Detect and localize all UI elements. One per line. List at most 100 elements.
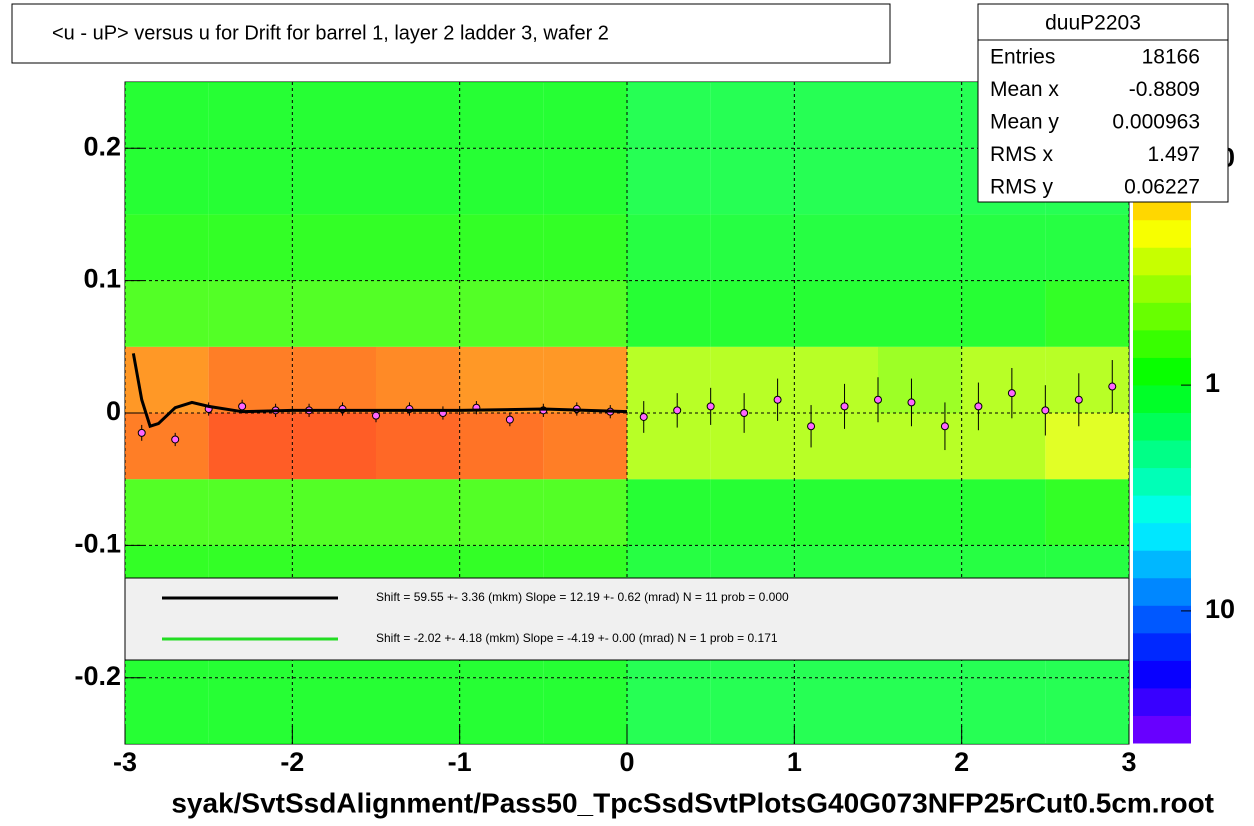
profile-point	[974, 402, 983, 411]
footer-path: syak/SvtSsdAlignment/Pass50_TpcSsdSvtPlo…	[171, 787, 1214, 818]
stats-label: Mean x	[990, 78, 1059, 101]
palette-band	[1133, 687, 1191, 716]
heatmap-cell	[543, 148, 627, 215]
stats-label: RMS y	[990, 176, 1054, 199]
profile-point	[874, 395, 882, 404]
chart-title: <u - uP> versus u for Drift for barrel 1…	[52, 22, 609, 44]
heatmap-cell	[710, 413, 795, 480]
heatmap-cell	[376, 346, 460, 413]
heatmap-cell	[543, 677, 627, 744]
heatmap-cell	[878, 677, 962, 744]
heatmap-cell	[794, 148, 878, 215]
heatmap-cell	[1045, 677, 1129, 744]
palette-band	[1133, 495, 1191, 524]
heatmap-cell	[543, 214, 627, 281]
stats-value: 0.06227	[1124, 176, 1200, 199]
palette-band	[1133, 660, 1191, 689]
heatmap-cell	[208, 677, 293, 744]
palette-band	[1133, 302, 1191, 331]
profile-point	[372, 411, 380, 420]
palette-band	[1133, 384, 1191, 413]
palette-band	[1133, 219, 1191, 248]
profile-point	[1041, 406, 1050, 415]
heatmap-cell	[208, 214, 293, 281]
heatmap-cell	[208, 413, 293, 480]
stats-label: Mean y	[990, 111, 1059, 134]
heatmap-cell	[878, 280, 962, 347]
palette-band	[1133, 577, 1191, 606]
heatmap-cell	[292, 479, 376, 546]
profile-point	[907, 398, 916, 407]
profile-point	[807, 422, 816, 431]
palette-band	[1133, 715, 1191, 744]
heatmap-cell	[543, 280, 627, 347]
profile-point	[840, 402, 849, 411]
heatmap-cell	[627, 677, 711, 744]
stats-label: Entries	[990, 46, 1055, 69]
stats-name: duuP2203	[1045, 12, 1141, 35]
palette-band	[1133, 247, 1191, 276]
heatmap-cell	[376, 280, 460, 347]
profile-point	[740, 409, 749, 417]
palette-band	[1133, 412, 1191, 441]
heatmap-cell	[543, 346, 627, 413]
heatmap-cell	[208, 148, 293, 215]
palette-band	[1133, 357, 1191, 386]
heatmap-cell	[710, 214, 795, 281]
palette-band	[1133, 440, 1191, 469]
palette-band	[1133, 550, 1191, 579]
profile-point	[171, 435, 180, 444]
heatmap-cell	[125, 280, 209, 347]
heatmap-cell	[1045, 346, 1129, 413]
palette-band	[1133, 522, 1191, 551]
profile-point	[238, 402, 247, 411]
heatmap-cell	[292, 82, 376, 149]
x-tick-label: 3	[1121, 747, 1136, 777]
heatmap-cell	[208, 346, 293, 413]
profile-point	[505, 415, 514, 424]
heatmap-cell	[459, 280, 544, 347]
profile-point	[706, 402, 715, 411]
y-tick-label: -0.1	[74, 529, 121, 559]
heatmap-cell	[710, 280, 795, 347]
heatmap-cell	[459, 346, 544, 413]
heatmap-cell	[710, 148, 795, 215]
heatmap-cell	[459, 677, 544, 744]
palette-band	[1133, 329, 1191, 358]
heatmap-cell	[878, 82, 962, 149]
palette-band	[1133, 467, 1191, 496]
heatmap-cell	[543, 413, 627, 480]
y-tick-label: 0.2	[83, 131, 121, 161]
heatmap-cell	[459, 413, 544, 480]
heatmap-cell	[627, 413, 711, 480]
heatmap-cell	[961, 413, 1046, 480]
heatmap-cell	[208, 82, 293, 149]
heatmap-cell	[961, 346, 1046, 413]
heatmap-cell	[125, 413, 209, 480]
stats-box	[977, 3, 1229, 203]
heatmap-cell	[794, 677, 878, 744]
heatmap-cell	[1045, 280, 1129, 347]
heatmap-cell	[710, 479, 795, 546]
x-tick-label: -2	[280, 747, 304, 777]
title-box	[11, 3, 891, 64]
heatmap-cell	[208, 280, 293, 347]
stats-value: 1.497	[1147, 143, 1200, 166]
heatmap-cell	[961, 280, 1046, 347]
heatmap-cell	[1045, 214, 1129, 281]
heatmap-cell	[543, 82, 627, 149]
legend-box	[124, 577, 1130, 661]
heatmap-cell	[794, 214, 878, 281]
stats-value: 18166	[1142, 46, 1200, 69]
profile-point	[1007, 389, 1016, 398]
heatmap-cell	[878, 214, 962, 281]
x-tick-label: 0	[619, 747, 634, 777]
palette-band	[1133, 632, 1191, 661]
heatmap-cell	[794, 346, 878, 413]
profile-point	[773, 395, 782, 404]
legend-text: Shift = -2.02 +- 4.18 (mkm) Slope = -4.1…	[376, 631, 778, 645]
y-tick-label: -0.2	[74, 661, 121, 691]
fit-line	[131, 353, 628, 429]
y-tick-label: 0.1	[83, 264, 121, 294]
